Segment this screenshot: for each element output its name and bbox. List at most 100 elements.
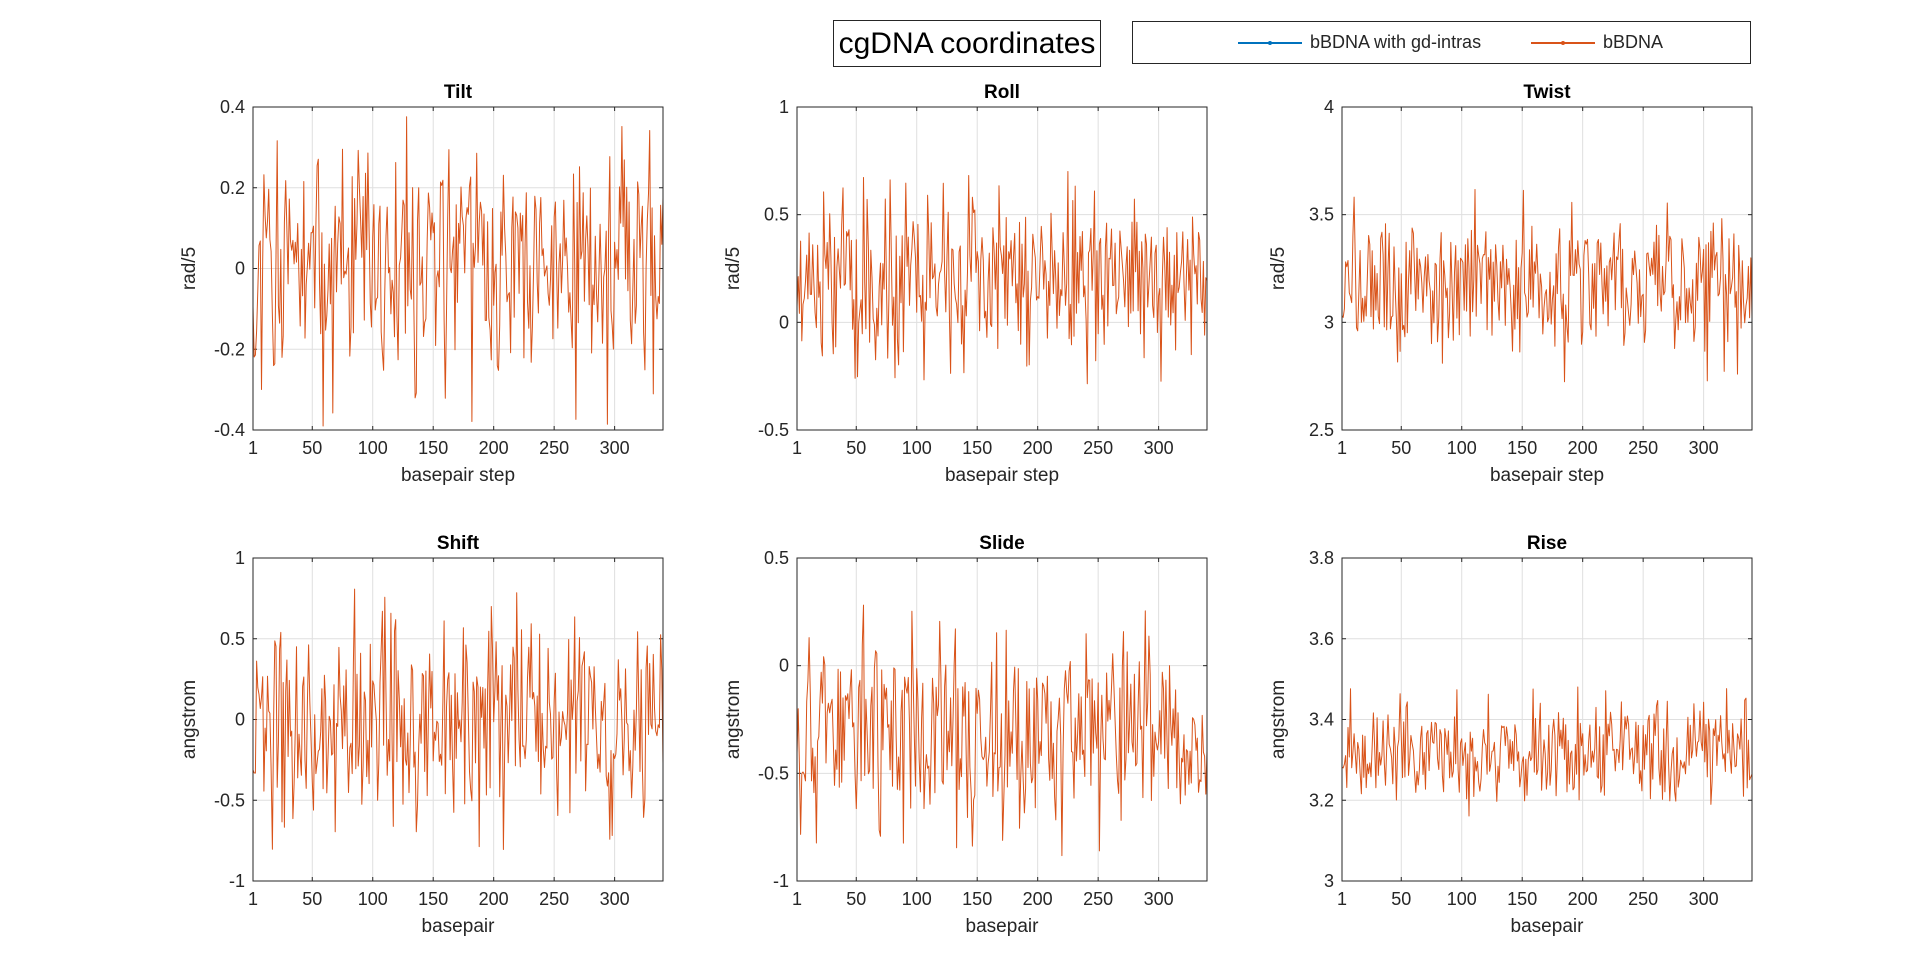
x-tick-label: 300 bbox=[1689, 438, 1719, 458]
x-tick-label: 100 bbox=[358, 438, 388, 458]
x-tick-label: 150 bbox=[418, 438, 448, 458]
x-tick-label: 250 bbox=[1628, 438, 1658, 458]
y-tick-label: -0.5 bbox=[214, 790, 245, 810]
y-tick-label: 0 bbox=[235, 259, 245, 279]
y-tick-label: -0.5 bbox=[758, 420, 789, 440]
y-tick-label: 0.5 bbox=[220, 629, 245, 649]
y-tick-label: 0.4 bbox=[220, 97, 245, 117]
x-tick-label: 200 bbox=[1023, 889, 1053, 909]
panel-title-slide: Slide bbox=[979, 533, 1024, 554]
axes-box-shift bbox=[252, 557, 664, 882]
panel-title-roll: Roll bbox=[984, 82, 1020, 103]
y-axis-label-roll: rad/5 bbox=[723, 247, 744, 290]
x-tick-label: 1 bbox=[792, 889, 802, 909]
x-tick-label: 200 bbox=[479, 889, 509, 909]
x-axis-label-twist: basepair step bbox=[1490, 465, 1604, 486]
x-tick-label: 50 bbox=[302, 889, 322, 909]
x-axis-label-roll: basepair step bbox=[945, 465, 1059, 486]
axes-box-tilt bbox=[252, 106, 664, 431]
x-tick-label: 100 bbox=[358, 889, 388, 909]
x-tick-label: 300 bbox=[1144, 889, 1174, 909]
y-tick-label: 4 bbox=[1324, 97, 1334, 117]
axes-box-roll bbox=[796, 106, 1208, 431]
y-tick-label: 2.5 bbox=[1309, 420, 1334, 440]
panel-slide: 1 50 100 150 200 250 300-1-0.500.5Slidebasepai… bbox=[723, 533, 1208, 937]
panel-roll: 1 50 100 150 200 250 300-0.500.51Rollbasepair … bbox=[723, 82, 1208, 486]
x-tick-label: 1 bbox=[1337, 438, 1347, 458]
y-tick-label: -0.4 bbox=[214, 420, 245, 440]
axes-box-twist bbox=[1341, 106, 1753, 431]
x-tick-label: 200 bbox=[1023, 438, 1053, 458]
panel-title-shift: Shift bbox=[437, 533, 480, 554]
x-tick-label: 50 bbox=[846, 889, 866, 909]
y-tick-label: 0.5 bbox=[764, 548, 789, 568]
x-tick-label: 1 bbox=[248, 438, 258, 458]
y-tick-label: 3 bbox=[1324, 312, 1334, 332]
series-line-roll bbox=[796, 171, 1208, 385]
series-line-shift bbox=[252, 588, 664, 850]
figure-title: cgDNA coordinates bbox=[833, 20, 1101, 67]
x-tick-label: 300 bbox=[600, 438, 630, 458]
y-tick-label: -1 bbox=[229, 871, 245, 891]
legend-label-gd-intras: bBDNA with gd-intras bbox=[1310, 32, 1482, 52]
x-tick-label: 250 bbox=[1083, 889, 1113, 909]
y-axis-label-twist: rad/5 bbox=[1268, 247, 1289, 290]
x-tick-label: 1 bbox=[1337, 889, 1347, 909]
y-axis-label-slide: angstrom bbox=[723, 680, 744, 759]
y-tick-label: 3.8 bbox=[1309, 548, 1334, 568]
x-tick-label: 50 bbox=[846, 438, 866, 458]
panel-rise: 1 50 100 150 200 250 30033.23.43.63.8Risebasep… bbox=[1268, 533, 1753, 937]
x-tick-label: 300 bbox=[1689, 889, 1719, 909]
axes-box-slide bbox=[796, 557, 1208, 882]
y-tick-label: 1 bbox=[779, 97, 789, 117]
x-tick-label: 300 bbox=[1144, 438, 1174, 458]
axes-box-rise bbox=[1341, 557, 1753, 882]
x-tick-label: 50 bbox=[1391, 889, 1411, 909]
x-tick-label: 250 bbox=[539, 438, 569, 458]
panel-title-twist: Twist bbox=[1523, 82, 1571, 103]
x-axis-label-slide: basepair bbox=[966, 916, 1040, 937]
x-tick-label: 100 bbox=[902, 889, 932, 909]
x-tick-label: 50 bbox=[302, 438, 322, 458]
y-tick-label: 0.2 bbox=[220, 178, 245, 198]
panel-title-rise: Rise bbox=[1527, 533, 1567, 554]
series-line-rise bbox=[1341, 686, 1753, 817]
x-tick-label: 150 bbox=[962, 438, 992, 458]
x-tick-label: 1 bbox=[792, 438, 802, 458]
series-line-slide bbox=[796, 604, 1208, 857]
x-tick-label: 300 bbox=[600, 889, 630, 909]
legend-entry-bbdna: bBDNA bbox=[1531, 22, 1663, 63]
legend-swatch-gd-intras bbox=[1238, 40, 1302, 45]
y-axis-label-rise: angstrom bbox=[1268, 680, 1289, 759]
x-tick-label: 200 bbox=[1568, 438, 1598, 458]
y-tick-label: 0 bbox=[235, 710, 245, 730]
legend-label-bbdna: bBDNA bbox=[1603, 32, 1664, 52]
y-tick-label: 3.4 bbox=[1309, 710, 1334, 730]
legend: bBDNA with gd-intras bBDNA bbox=[1132, 21, 1751, 64]
x-tick-label: 1 bbox=[248, 889, 258, 909]
series-line-tilt bbox=[252, 116, 664, 427]
panel-shift: 1 50 100 150 200 250 300-1-0.500.51Shiftbasepa… bbox=[179, 533, 664, 937]
y-tick-label: 3.5 bbox=[1309, 205, 1334, 225]
x-tick-label: 150 bbox=[1507, 438, 1537, 458]
x-tick-label: 250 bbox=[1628, 889, 1658, 909]
y-tick-label: 1 bbox=[235, 548, 245, 568]
x-tick-label: 250 bbox=[1083, 438, 1113, 458]
y-tick-label: 3 bbox=[1324, 871, 1334, 891]
series-line-twist bbox=[1341, 189, 1753, 383]
x-axis-label-tilt: basepair step bbox=[401, 465, 515, 486]
x-tick-label: 100 bbox=[1447, 889, 1477, 909]
panel-twist: 1 50 100 150 200 250 3002.533.54Twistbasepair … bbox=[1268, 82, 1753, 486]
legend-entry-gd-intras: bBDNA with gd-intras bbox=[1238, 22, 1481, 63]
y-tick-label: 0 bbox=[779, 656, 789, 676]
y-axis-label-shift: angstrom bbox=[179, 680, 200, 759]
y-tick-label: 3.6 bbox=[1309, 629, 1334, 649]
plot-area-twist bbox=[1342, 107, 1752, 430]
y-tick-label: 3.2 bbox=[1309, 790, 1334, 810]
x-tick-label: 100 bbox=[902, 438, 932, 458]
x-tick-label: 100 bbox=[1447, 438, 1477, 458]
x-tick-label: 50 bbox=[1391, 438, 1411, 458]
x-tick-label: 150 bbox=[962, 889, 992, 909]
legend-swatch-bbdna bbox=[1531, 40, 1595, 45]
